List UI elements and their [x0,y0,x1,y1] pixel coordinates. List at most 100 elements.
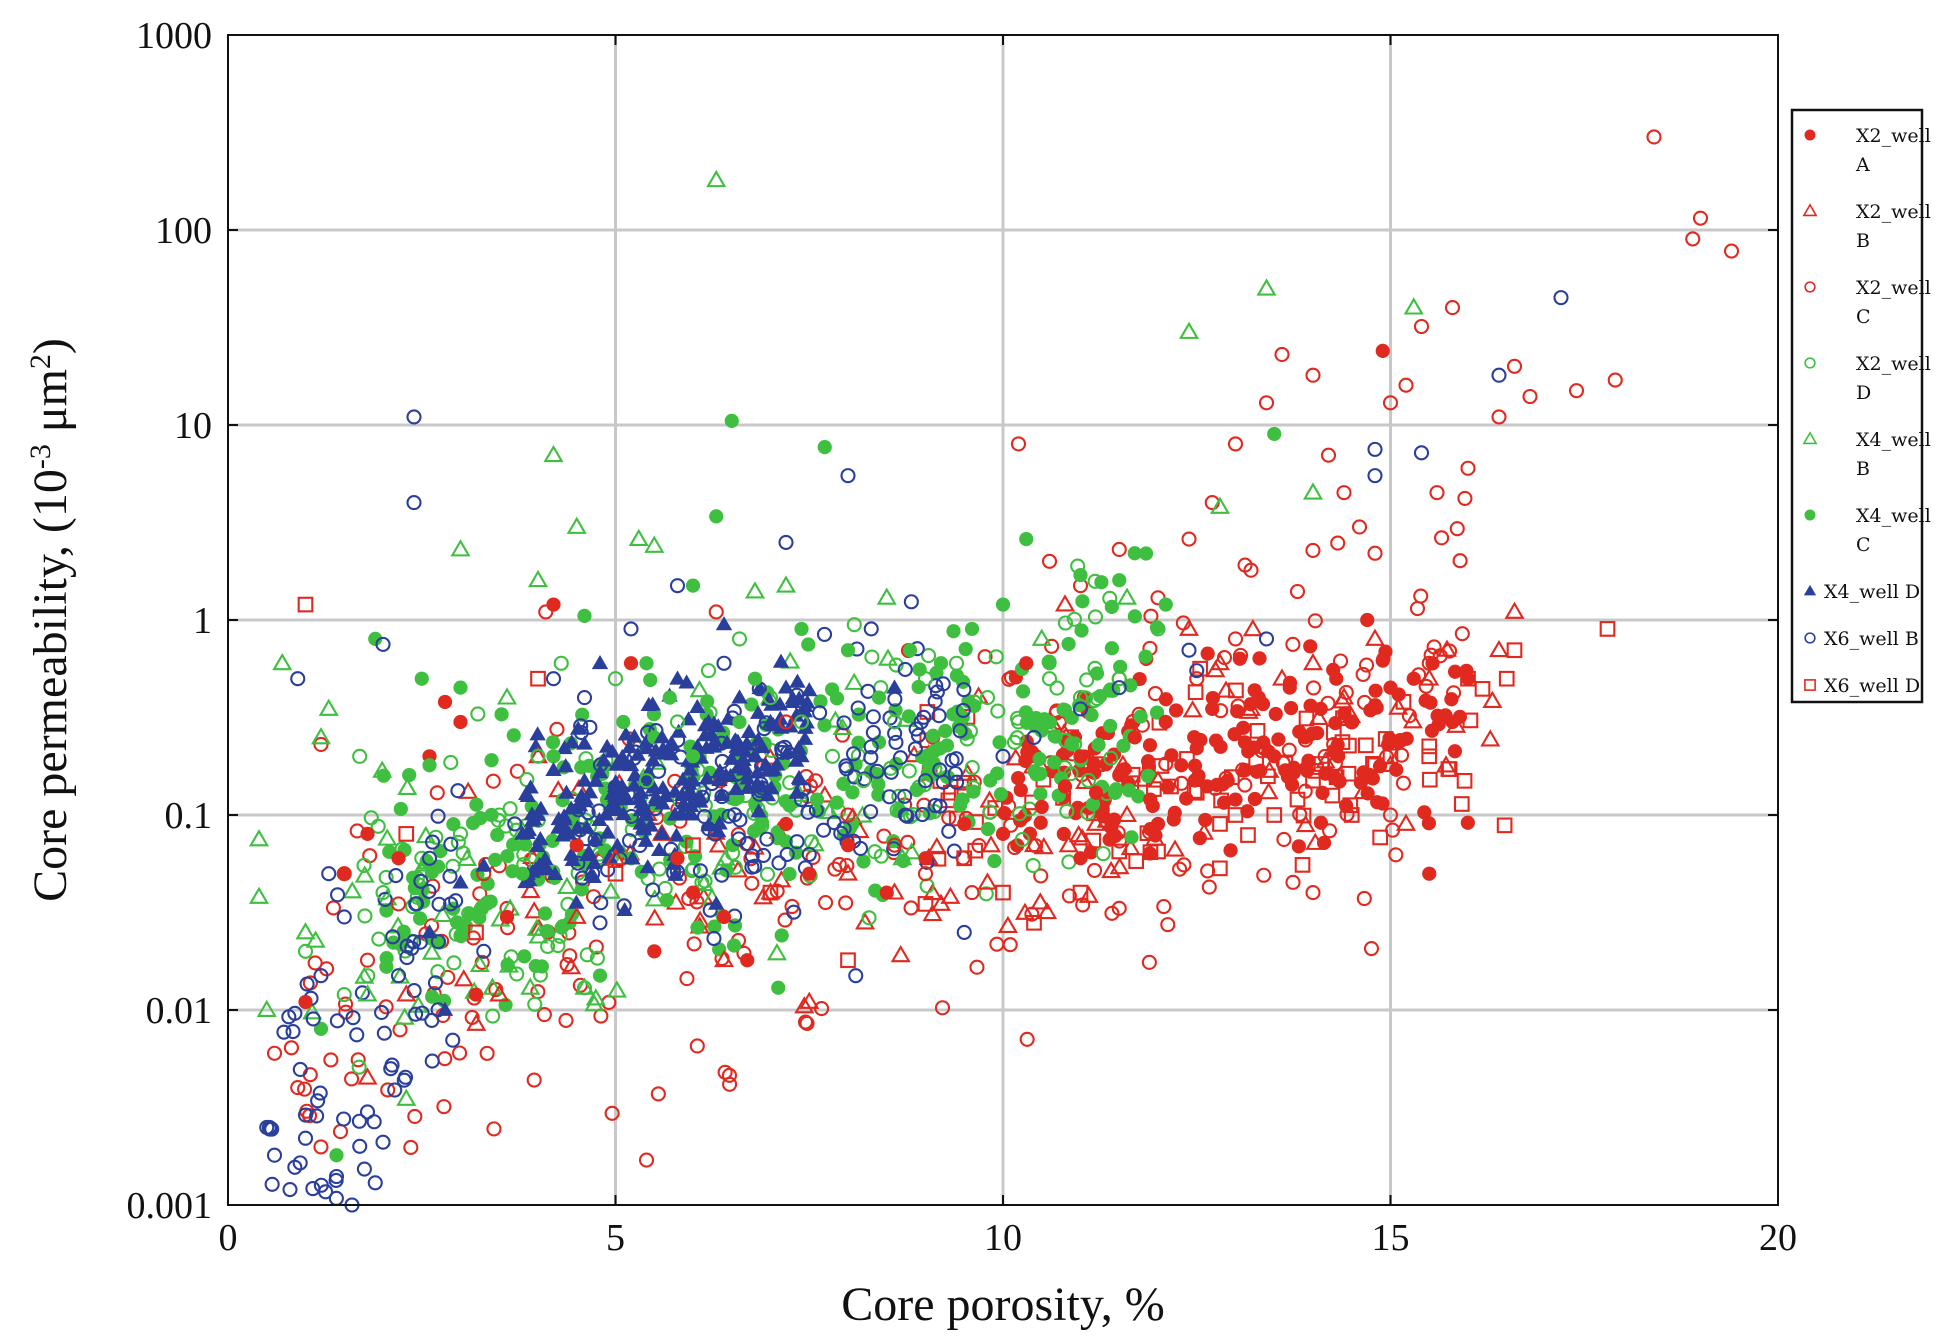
green-open-circle-point [452,826,469,842]
blue-open-circle-point [421,850,438,866]
red-square-cloud-point [1212,860,1228,877]
blue-triangle-cloud-point [750,803,767,818]
red-open-circle-point [886,837,903,853]
blue-triangle-cloud-point [557,758,574,773]
red-filled-circle-point [1445,714,1460,730]
red-triangle-cloud-point [1037,901,1058,920]
blue-triangle-cloud-point [698,739,715,754]
red-open-circle-point [1646,129,1662,145]
red-filled-circle-point [437,694,453,710]
green-open-circle-point [375,885,391,901]
green-filled-circle-point [1042,656,1057,671]
red-open-triangle-point [1333,687,1355,705]
green-open-cloud-point [1080,805,1096,821]
red-open-square-point [762,884,779,901]
green-open-cloud-point [966,694,982,710]
blue-open-cloud-point [675,795,691,811]
green-triangle-cloud-point [852,805,873,823]
red-filled-cloud-point [1168,703,1184,718]
green-open-cloud-point [1087,573,1103,589]
red-filled-circle-point [1205,701,1220,717]
blue-filled-triangle-point [436,1001,454,1016]
red-square-cloud-point [1325,724,1342,741]
blue-lowend-cloud-point [292,1155,308,1171]
red-filled-cloud-point [1083,845,1099,860]
green-filled-cloud-point [871,787,886,802]
red-open-circle-cloud-point [297,1081,313,1097]
green-open-cloud-point [485,1008,501,1024]
green-open-triangle-point [892,847,913,866]
green-filled-cloud-point [920,748,935,763]
blue-open-circle-point [406,409,422,425]
blue-triangle-cloud-point [644,696,661,711]
legend-label: X6_well B [1824,628,1919,650]
blue-open-cloud-point [714,753,730,769]
blue-lowend-cloud-point [349,1027,365,1043]
blue-triangle-cloud-point [654,780,672,795]
red-triangle-cloud-point [1480,729,1501,747]
green-open-cloud-point [446,955,462,971]
blue-open-circle-point [623,621,639,637]
red-open-circle-cloud-point [488,982,504,998]
red-filled-cloud-point [1280,769,1296,784]
blue-triangle-cloud-point [719,710,737,725]
green-open-cloud-point [589,950,605,966]
green-open-triangle-point [527,569,549,588]
green-open-triangle-point [574,977,595,995]
red-filled-cloud-point [1316,835,1332,851]
green-filled-cloud-point [473,811,488,826]
blue-open-cloud-point [850,700,866,716]
blue-lowend-cloud-point [450,783,466,799]
green-filled-cloud-point [817,718,832,733]
blue-filled-triangle-point [715,616,733,631]
red-filled-circle-point [716,909,732,925]
red-open-circle-cloud-point [1276,831,1292,848]
red-open-square-point [468,924,484,941]
blue-open-circle-point [406,495,422,511]
green-open-circle-point [855,773,872,789]
red-filled-cloud-point [1447,744,1463,759]
red-open-circle-cloud-point [797,1014,814,1030]
red-open-triangle-point [1504,601,1525,619]
red-open-circle-cloud-point [1330,535,1346,551]
blue-open-circle-point [956,924,972,940]
red-open-triangle-point [1271,668,1293,686]
green-open-circle-point [948,655,965,671]
x-tick-label: 5 [606,1217,625,1259]
blue-open-cloud-point [845,746,862,762]
blue-lowend-cloud-point [427,975,444,991]
green-filled-cloud-point [1113,659,1128,674]
red-open-circle-cloud-point [1388,847,1404,863]
green-open-cloud-point [450,834,466,850]
blue-open-circle-point [863,621,879,637]
green-open-cloud-point [579,947,595,963]
blue-triangle-cloud-point [740,723,758,738]
blue-lowend-cloud-point [345,1010,361,1026]
blue-open-cloud-point [779,846,795,862]
green-filled-circle-point [902,643,918,658]
blue-triangle-cloud-point [681,761,699,776]
blue-lowend-cloud-point [443,896,459,912]
blue-open-cloud-point [914,806,930,823]
red-open-circle-point [1607,372,1623,388]
green-triangle-cloud-point [397,777,418,796]
blue-triangle-cloud-point [599,824,616,839]
red-filled-cloud-point [1375,796,1390,811]
red-open-square-point [1212,816,1228,832]
red-open-circle-cloud-point [536,1007,552,1023]
green-filled-cloud-point [545,735,561,750]
red-filled-circle-point [740,953,755,968]
red-open-square-point [1289,791,1306,808]
red-triangle-cloud-point [1005,748,1026,766]
green-filled-cloud-point [1103,718,1118,734]
red-triangle-cloud-point [1242,618,1263,637]
red-filled-circle-point [1298,730,1313,745]
red-open-circle-cloud-point [1200,863,1216,879]
blue-lowend-cloud-point [356,1161,372,1177]
green-filled-circle-point [871,690,887,705]
red-open-circle-cloud-point [1363,940,1380,957]
blue-open-cloud-point [927,797,943,814]
blue-open-cloud-point [714,867,730,883]
green-triangle-cloud-point [584,994,605,1012]
blue-lowend-cloud-point [408,1006,424,1022]
